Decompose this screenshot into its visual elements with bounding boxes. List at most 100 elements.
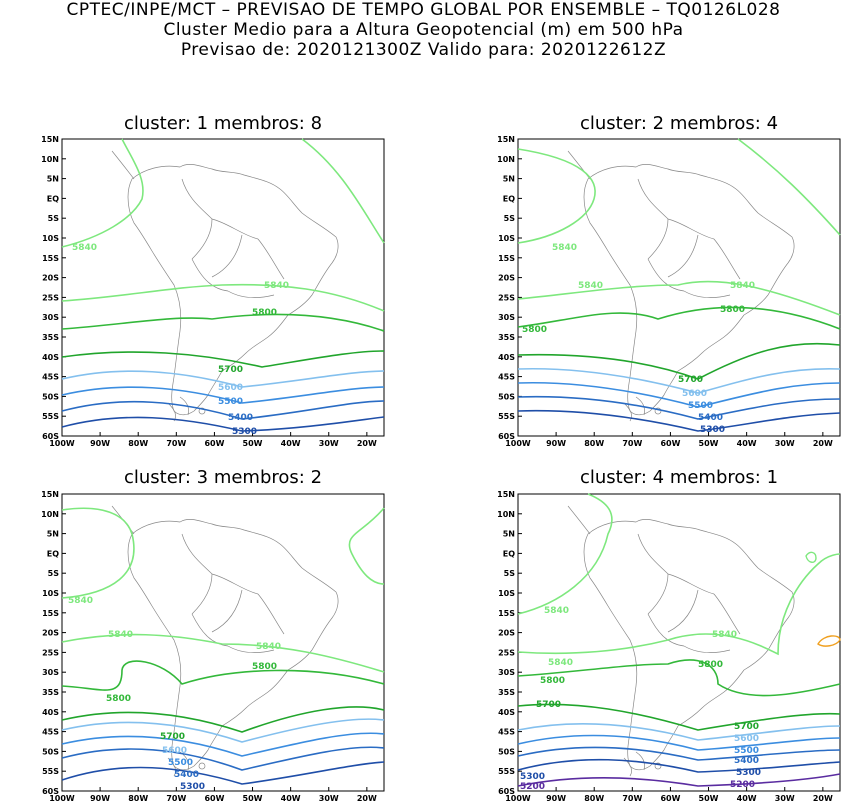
contour-label: 5800 (106, 694, 131, 704)
lat-label: 10S (498, 589, 515, 598)
lat-label: 15N (41, 490, 59, 499)
contour-label: 5500 (734, 746, 759, 756)
lat-label: 5S (48, 214, 60, 223)
contour-label: 5840 (548, 658, 573, 668)
lon-label: 70W (622, 794, 642, 803)
contour-label: 5840 (544, 606, 569, 616)
lat-label: 5N (47, 175, 59, 184)
contour-5840 (301, 138, 385, 244)
lat-label: EQ (503, 549, 515, 558)
contour-label: 5300 (520, 772, 545, 782)
lon-label: 80W (584, 794, 604, 803)
contour-5600 (517, 722, 841, 741)
panel-3-title: cluster: 3 membros: 2 (123, 467, 323, 488)
contour-5300 (517, 409, 841, 432)
lon-label: 20W (813, 794, 833, 803)
contour-label: 5300 (180, 782, 205, 792)
lon-label: 30W (319, 794, 339, 803)
lat-label: 55S (498, 767, 515, 776)
contour-label: 5600 (682, 389, 707, 399)
lat-label: 25S (498, 648, 515, 657)
contour-label: 5700 (678, 375, 703, 385)
lon-label: 60W (204, 439, 224, 448)
contour-5840 (517, 553, 841, 656)
lat-label: 20S (42, 629, 59, 638)
lon-label: 100W (505, 794, 531, 803)
contour-5500 (61, 732, 385, 757)
lon-label: 30W (775, 439, 795, 448)
coastline (127, 519, 339, 771)
contour-label: 5840 (712, 630, 737, 640)
contour-label: 5800 (252, 308, 277, 318)
lat-label: 30S (498, 668, 515, 677)
contour-label: 5840 (72, 243, 97, 253)
lat-label: 50S (42, 747, 59, 756)
lon-label: 90W (90, 439, 110, 448)
contour-5840 (517, 280, 841, 316)
contour-warm-closed (817, 635, 841, 647)
lat-label: 40S (42, 708, 59, 717)
contour-5300 (61, 416, 385, 432)
contour-5400 (61, 400, 385, 420)
coastline (111, 150, 135, 180)
contour-5400 (61, 746, 385, 771)
falklands-island (654, 407, 662, 415)
lat-label: 40S (42, 353, 59, 362)
contour-label: 5400 (174, 770, 199, 780)
contour-5800 (61, 660, 385, 691)
contour-label: 5400 (228, 413, 253, 423)
lat-label: 55S (42, 767, 59, 776)
lon-label: 70W (166, 439, 186, 448)
contour-label: 5300 (736, 768, 761, 778)
contour-label: 5800 (522, 325, 547, 335)
panel-1-title: cluster: 1 membros: 8 (123, 113, 323, 134)
lon-label: 40W (737, 439, 757, 448)
contour-5700 (61, 706, 385, 733)
lat-label: 5S (48, 569, 60, 578)
contour-label: 5800 (698, 660, 723, 670)
coastline (127, 164, 339, 416)
lat-label: 5S (504, 214, 516, 223)
map-frame (517, 493, 841, 792)
lat-label: 55S (42, 412, 59, 421)
coastline (567, 505, 591, 535)
lat-label: 40S (498, 353, 515, 362)
lon-label: 50W (699, 439, 719, 448)
contour-5840 (737, 138, 841, 236)
lat-label: 60S (42, 432, 59, 441)
header-line-3: Previsao de: 2020121300Z Valido para: 20… (180, 40, 667, 60)
map-frame (61, 493, 385, 792)
lon-label: 50W (243, 439, 263, 448)
coastline (623, 396, 645, 422)
contour-label: 5300 (232, 427, 257, 437)
contour-5840 (61, 507, 135, 599)
contour-label: 5840 (68, 596, 93, 606)
lon-label: 30W (775, 794, 795, 803)
lon-label: 90W (546, 794, 566, 803)
map-panel-1: 15N 10N 5N EQ 5S 10S 15S 20S 25S 30S 35S 40S 45S 50S 5… (41, 135, 385, 448)
contour-5500 (517, 381, 841, 408)
map-panel-4: 15N 10N 5N EQ 5S 10S 15S 20S 25S 30S 35S 40S 45S 50S 5… (497, 490, 841, 803)
header-line-2: Cluster Medio para a Altura Geopotencial… (163, 20, 684, 40)
contour-5500 (517, 734, 841, 751)
coastline (181, 178, 285, 298)
contour-5700 (61, 350, 385, 368)
lat-label: 50S (498, 747, 515, 756)
lat-label: 5N (503, 175, 515, 184)
lat-label: 15N (41, 135, 59, 144)
lon-label: 80W (128, 439, 148, 448)
lat-label: 15S (498, 254, 515, 263)
contour-label: 5300 (700, 425, 725, 435)
lat-label: 30S (42, 668, 59, 677)
contour-label: 5840 (552, 243, 577, 253)
figure-header: CPTEC/INPE/MCT – PREVISAO DE TEMPO GLOBA… (0, 0, 847, 60)
panel-2-title: cluster: 2 membros: 4 (579, 113, 779, 134)
falklands-island (198, 407, 206, 415)
lat-label: 25S (498, 293, 515, 302)
lon-label: 100W (505, 439, 531, 448)
contour-5500 (61, 386, 385, 404)
contour-5200 (517, 773, 841, 787)
lat-label: 60S (498, 432, 515, 441)
contour-5840 (61, 138, 144, 248)
contour-label: 5700 (536, 700, 561, 710)
